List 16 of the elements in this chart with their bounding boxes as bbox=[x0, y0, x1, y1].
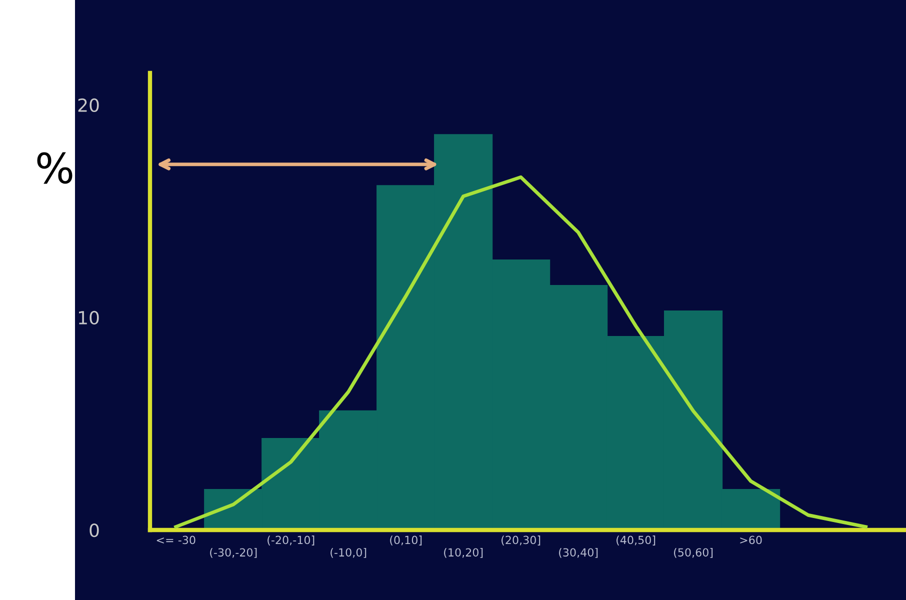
x-tick-label: (10,20] bbox=[444, 548, 483, 558]
x-tick-label: (40,50] bbox=[616, 536, 656, 546]
y-axis-title: % bbox=[37, 152, 72, 184]
x-tick-label: (50,60] bbox=[674, 548, 713, 558]
x-tick-label: (30,40] bbox=[559, 548, 598, 558]
x-tick-label: >60 bbox=[740, 536, 762, 544]
x-tick-label: (-20,-10] bbox=[268, 536, 314, 546]
y-tick-label: 20 bbox=[78, 98, 99, 112]
y-tick-label: 10 bbox=[79, 310, 99, 325]
x-tick-label: (20,30] bbox=[502, 536, 540, 546]
line-series bbox=[174, 175, 868, 529]
x-tick-label: (0,10] bbox=[390, 536, 422, 546]
y-tick-label: 0 bbox=[90, 523, 99, 538]
x-tick-label: <= -30 bbox=[156, 536, 196, 544]
x-tick-label: (-10,0] bbox=[330, 548, 366, 558]
x-tick-label: (-30,-20] bbox=[210, 548, 257, 558]
